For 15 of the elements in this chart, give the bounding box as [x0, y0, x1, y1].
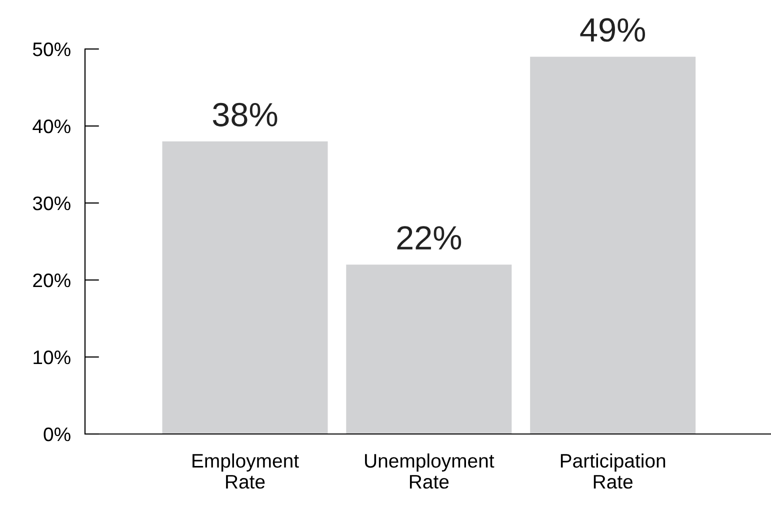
y-tick-label: 50% [32, 42, 70, 56]
y-tick-label: 0% [44, 427, 70, 442]
y-tick-label: 10% [34, 350, 70, 364]
data-label: 49% [580, 18, 646, 42]
x-tick-label: Participation Rate [560, 453, 666, 489]
x-tick-label: Employment Rate [192, 453, 299, 489]
data-label: 22% [397, 226, 462, 250]
bar [162, 141, 328, 434]
bar [530, 56, 696, 434]
y-tick-label: 20% [33, 273, 70, 288]
y-tick-label: 40% [32, 119, 70, 134]
x-tick-label: Unemployment Rate [365, 453, 494, 489]
data-label: 38% [212, 102, 278, 126]
y-tick-label: 30% [32, 196, 70, 210]
bar [346, 264, 512, 434]
